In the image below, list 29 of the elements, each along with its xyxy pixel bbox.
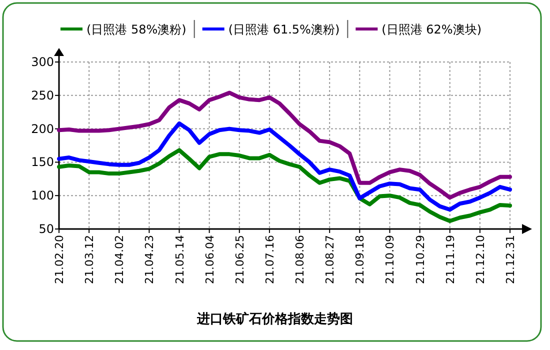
line-series — [57, 148, 512, 223]
x-tick-label: 21.03.12 — [83, 235, 96, 284]
legend-label: (日照港 61.5%澳粉) — [228, 22, 340, 36]
x-tick-label: 21.04.02 — [113, 235, 126, 284]
x-tick-label: 21.05.14 — [173, 235, 186, 284]
line-series — [57, 121, 512, 212]
x-tick-label: 21.10.09 — [384, 235, 397, 284]
y-tick-label: 50 — [38, 222, 54, 236]
x-tick-label: 21.04.23 — [143, 235, 156, 284]
y-tick-label: 250 — [31, 88, 54, 102]
y-tick-label: 300 — [31, 55, 54, 69]
x-tick-label: 21.02.20 — [53, 235, 66, 284]
x-tick-label: 21.08.06 — [294, 235, 307, 284]
legend-label: (日照港 58%澳粉) — [86, 22, 186, 36]
text: 进口铁矿石价格指数走势图 — [196, 311, 353, 327]
y-tick-label: 100 — [31, 188, 54, 203]
x-tick-label: 21.10.29 — [414, 235, 427, 284]
line-series — [57, 90, 512, 200]
y-tick-label: 150 — [31, 155, 54, 170]
x-tick-label: 21.06.04 — [203, 235, 216, 284]
x-tick-label: 21.07.16 — [263, 235, 276, 284]
x-tick-label: 21.09.18 — [354, 235, 367, 284]
x-tick-label: 21.06.25 — [233, 235, 246, 284]
x-tick-label: 21.08.27 — [324, 235, 337, 284]
y-tick-label: 200 — [31, 122, 54, 136]
x-tick-label: 21.12.31 — [504, 235, 517, 284]
legend-label: (日照港 62%澳块) — [382, 22, 482, 36]
x-tick-label: 21.12.10 — [474, 235, 487, 284]
x-tick-label: 21.11.19 — [444, 235, 457, 284]
